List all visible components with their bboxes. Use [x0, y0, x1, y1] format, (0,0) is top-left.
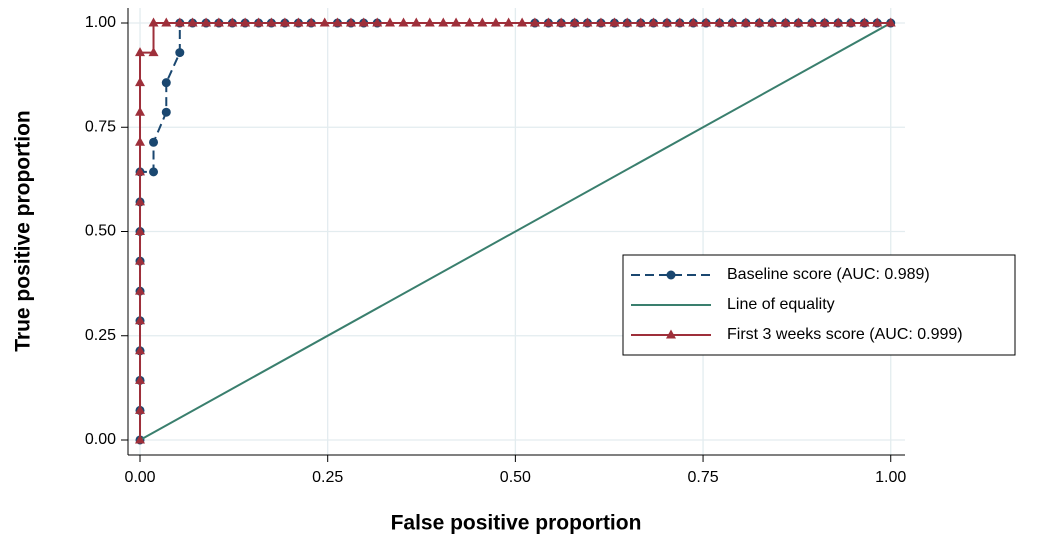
point — [161, 78, 171, 88]
point — [306, 17, 317, 27]
point — [161, 17, 172, 27]
point — [358, 17, 369, 27]
x-tick-label: 0.00 — [124, 469, 155, 486]
point — [135, 136, 146, 146]
point — [767, 17, 778, 27]
y-tick-label: 0.75 — [85, 118, 116, 135]
point — [569, 17, 580, 27]
point — [635, 17, 646, 27]
y-tick-label: 1.00 — [85, 14, 116, 31]
point — [372, 17, 383, 27]
y-axis-title: True positive proportion — [12, 110, 35, 352]
y-tick-label: 0.50 — [85, 223, 116, 240]
point — [161, 107, 171, 117]
point — [609, 17, 620, 27]
point — [543, 17, 554, 27]
point — [859, 17, 870, 27]
point — [662, 17, 673, 27]
point — [135, 404, 146, 414]
point — [464, 17, 475, 27]
point — [266, 17, 277, 27]
point — [819, 17, 830, 27]
y-tick-label: 0.00 — [85, 431, 116, 448]
point — [135, 345, 146, 355]
point — [135, 77, 146, 87]
legend-label: First 3 weeks score (AUC: 0.999) — [727, 326, 963, 343]
point — [727, 17, 738, 27]
point — [674, 17, 685, 27]
legend-marker — [666, 270, 676, 280]
x-tick-label: 0.50 — [500, 469, 531, 486]
point — [740, 17, 751, 27]
point — [872, 17, 883, 27]
point — [148, 47, 159, 57]
x-axis-title: False positive proportion — [391, 512, 642, 535]
point — [174, 17, 185, 27]
point — [175, 48, 185, 58]
x-tick-label: 1.00 — [875, 469, 906, 486]
point — [135, 434, 146, 444]
point — [149, 137, 159, 147]
legend-label: Line of equality — [727, 296, 835, 313]
point — [135, 315, 146, 325]
x-tick-label: 0.75 — [687, 469, 718, 486]
series-line — [139, 22, 891, 440]
point — [135, 106, 146, 116]
y-tick-label: 0.25 — [85, 327, 116, 344]
legend-label: Baseline score (AUC: 0.989) — [727, 266, 930, 283]
point — [529, 17, 540, 27]
point — [622, 17, 633, 27]
point — [240, 17, 251, 27]
point — [556, 17, 567, 27]
point — [149, 167, 159, 177]
point — [253, 17, 264, 27]
point — [135, 226, 146, 235]
point — [701, 17, 712, 27]
series-line — [139, 22, 892, 441]
point — [398, 17, 409, 27]
point — [135, 285, 146, 295]
point — [135, 47, 146, 57]
point — [688, 17, 699, 27]
point — [135, 255, 146, 265]
point — [438, 17, 449, 27]
point — [411, 17, 422, 27]
point — [714, 17, 725, 27]
point — [477, 17, 488, 27]
point — [345, 17, 356, 27]
point — [490, 17, 501, 27]
legend-marker — [666, 329, 676, 339]
legend: Baseline score (AUC: 0.989) Line of equal… — [622, 254, 1016, 356]
point — [319, 17, 330, 27]
point — [135, 166, 146, 176]
point — [754, 17, 765, 27]
point — [332, 17, 343, 27]
point — [793, 17, 804, 27]
point — [135, 374, 146, 384]
point — [582, 17, 593, 27]
point — [135, 196, 146, 206]
point — [503, 17, 514, 27]
point — [385, 17, 396, 27]
point — [885, 17, 896, 27]
point — [187, 17, 198, 27]
point — [424, 17, 435, 27]
point — [780, 17, 791, 27]
point — [833, 17, 844, 27]
point — [648, 17, 659, 27]
point — [148, 17, 159, 27]
point — [806, 17, 817, 27]
point — [201, 17, 212, 27]
point — [845, 17, 856, 27]
point — [451, 17, 462, 27]
point — [293, 17, 304, 27]
point — [213, 17, 224, 27]
x-tick-label: 0.25 — [312, 469, 343, 486]
point — [227, 17, 238, 27]
point — [517, 17, 528, 27]
point — [595, 17, 606, 27]
point — [279, 17, 290, 27]
